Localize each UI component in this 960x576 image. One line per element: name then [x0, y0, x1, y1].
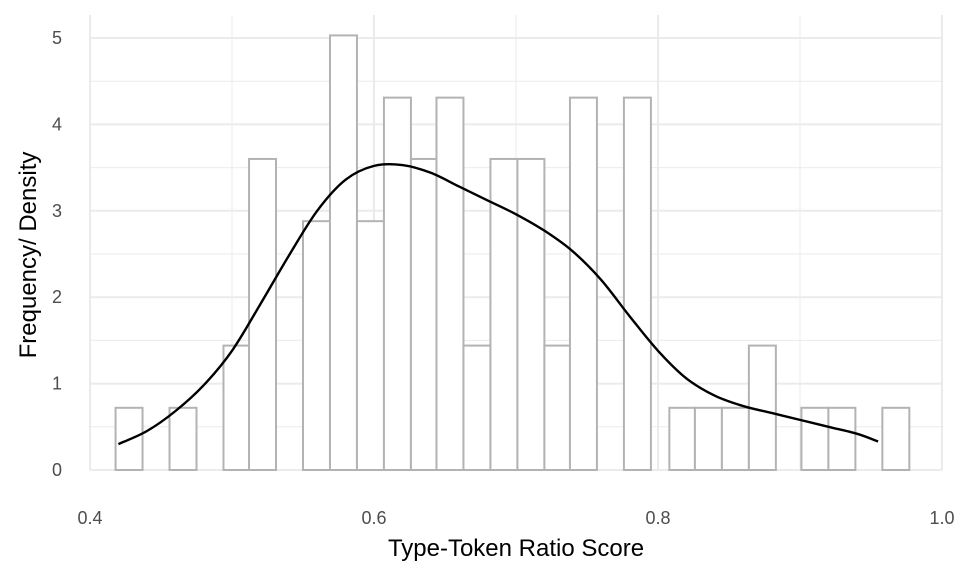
histogram-bars: [114, 34, 911, 472]
histogram-bar: [881, 406, 911, 471]
histogram-bar: [328, 34, 358, 472]
histogram-bar: [435, 96, 465, 471]
histogram-bar: [222, 344, 251, 472]
x-axis-title: Type-Token Ratio Score: [388, 535, 644, 562]
histogram-bar: [693, 406, 723, 471]
histogram-bar: [382, 96, 412, 471]
histogram-bar: [355, 220, 385, 471]
x-tick-label: 0.8: [645, 508, 670, 528]
histogram-bar: [568, 96, 598, 471]
x-tick-label: 0.6: [361, 508, 386, 528]
histogram-bar: [168, 406, 198, 471]
y-tick-label: 2: [52, 287, 62, 307]
histogram-bar: [462, 344, 492, 472]
x-axis-ticks: 0.4 0.6 0.8 1.0: [77, 508, 954, 528]
histogram-bar: [720, 406, 750, 471]
y-tick-label: 1: [52, 374, 62, 394]
histogram-bar: [800, 406, 830, 471]
histogram-bar: [516, 157, 546, 472]
histogram-bar: [302, 220, 331, 471]
density-curve: [117, 162, 879, 446]
y-axis-title: Frequency/ Density: [15, 152, 42, 359]
y-tick-label: 3: [52, 201, 62, 221]
x-tick-label: 0.4: [77, 508, 102, 528]
histogram-bar: [409, 157, 438, 472]
y-tick-label: 5: [52, 28, 62, 48]
histogram-bar: [668, 406, 696, 471]
histogram-bar: [622, 96, 652, 471]
y-tick-label: 4: [52, 114, 62, 134]
x-tick-label: 1.0: [929, 508, 954, 528]
histogram-bar: [827, 406, 857, 471]
histogram-bar: [489, 157, 519, 472]
y-tick-label: 0: [52, 460, 62, 480]
histogram-bar: [543, 344, 571, 472]
y-axis-ticks: 0 1 2 3 4 5: [52, 28, 62, 480]
